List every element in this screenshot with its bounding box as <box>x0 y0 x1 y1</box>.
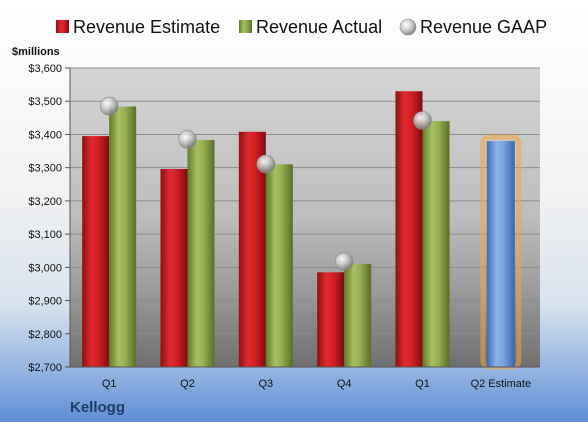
y-tick-label: $3,100 <box>28 229 62 241</box>
bar-revenue-estimate <box>395 91 423 367</box>
x-tick-label: Q1 <box>102 378 117 390</box>
plot-area <box>70 68 540 367</box>
y-tick-label: $2,800 <box>28 329 62 341</box>
x-tick-label: Q2 Estimate <box>471 378 532 390</box>
x-tick-label: Q4 <box>337 378 352 390</box>
units-label: $millions <box>12 46 60 58</box>
bar-revenue-actual <box>344 264 372 367</box>
bars <box>82 91 522 370</box>
legend-swatch-revenue-estimate <box>56 20 69 33</box>
legend-swatch-revenue-actual <box>239 20 252 33</box>
y-tick-label: $3,400 <box>28 129 62 141</box>
x-tick-label: Q2 <box>180 378 195 390</box>
gaap-markers <box>99 96 432 271</box>
y-tick-label: $2,700 <box>28 362 62 374</box>
marker-revenue-gaap <box>256 154 276 174</box>
x-tick-label: Q1 <box>415 378 430 390</box>
marker-revenue-gaap <box>413 111 432 130</box>
y-tick-label: $3,500 <box>28 96 62 108</box>
bar-revenue-estimate <box>317 272 345 367</box>
legend-label-revenue-actual: Revenue Actual <box>256 17 382 37</box>
y-tick-label: $3,300 <box>28 163 62 175</box>
bar-revenue-actual <box>109 106 137 367</box>
legend-label-revenue-gaap: Revenue GAAP <box>420 17 547 37</box>
bar-revenue-forecast <box>486 141 515 367</box>
marker-revenue-gaap <box>99 96 119 116</box>
y-tick-label: $3,600 <box>28 63 62 75</box>
legend-marker-revenue-gaap <box>399 18 417 36</box>
marker-revenue-gaap <box>178 130 197 149</box>
company-label: Kellogg <box>70 399 125 416</box>
y-tick-label: $3,200 <box>28 196 62 208</box>
marker-revenue-gaap <box>334 252 354 271</box>
bar-revenue-estimate <box>82 136 110 367</box>
x-tick-label: Q3 <box>258 378 273 390</box>
bar-revenue-actual <box>422 121 450 368</box>
bar-revenue-actual <box>187 140 215 367</box>
bar-revenue-actual <box>265 164 293 367</box>
axes: $2,700 $2,800 $2,900 $3,000 $3,100 $3,200 $3,3… <box>28 63 540 390</box>
gridlines <box>70 67 540 368</box>
legend: Revenue Estimate Revenue Actual Revenue … <box>56 17 547 37</box>
legend-label-revenue-estimate: Revenue Estimate <box>73 17 220 37</box>
y-tick-label: $3,000 <box>28 262 62 274</box>
bar-revenue-estimate <box>160 168 188 367</box>
y-tick-label: $2,900 <box>28 296 62 308</box>
